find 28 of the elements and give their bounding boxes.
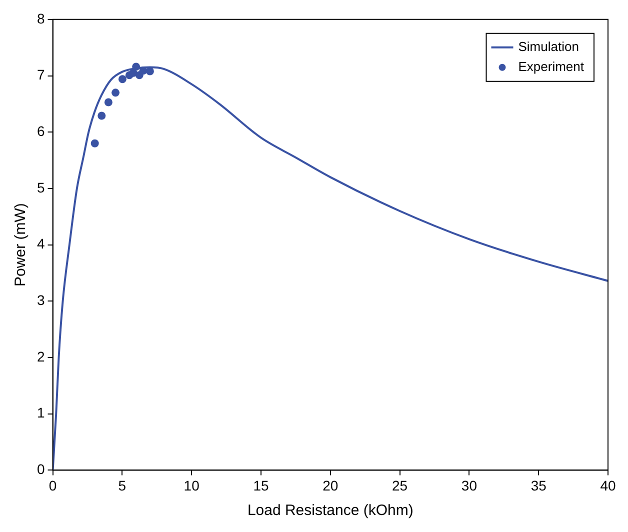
y-tick-label: 5 <box>36 179 45 196</box>
y-tick-label: 7 <box>36 66 45 83</box>
x-tick-label: 5 <box>118 477 126 494</box>
x-tick-label: 15 <box>253 477 269 494</box>
y-axis-title: Power (mW) <box>12 203 30 286</box>
x-tick-label: 40 <box>600 477 616 494</box>
point <box>90 139 99 148</box>
point <box>146 67 154 76</box>
x-tick-label: 10 <box>184 477 200 494</box>
legend-label: Simulation <box>518 38 579 54</box>
x-axis-title: Load Resistance (kOhm) <box>247 502 414 520</box>
x-tick-label: 30 <box>461 477 478 494</box>
y-tick-label: 8 <box>36 10 45 26</box>
x-tick-label: 35 <box>530 477 547 494</box>
x-tick-label: 0 <box>48 477 57 494</box>
x-tick-label: 25 <box>392 477 408 494</box>
y-tick-label: 0 <box>36 461 45 478</box>
point <box>98 112 106 120</box>
y-tick-label: 6 <box>36 122 45 139</box>
x-tick-label: 20 <box>322 477 338 494</box>
point <box>118 75 126 84</box>
legend-label: Experiment <box>518 58 584 74</box>
y-tick-label: 3 <box>36 292 45 308</box>
point <box>104 98 112 106</box>
point <box>112 88 120 97</box>
y-tick-label: 2 <box>36 348 45 364</box>
y-tick-label: 1 <box>36 404 45 421</box>
y-tick-label: 4 <box>36 236 45 252</box>
